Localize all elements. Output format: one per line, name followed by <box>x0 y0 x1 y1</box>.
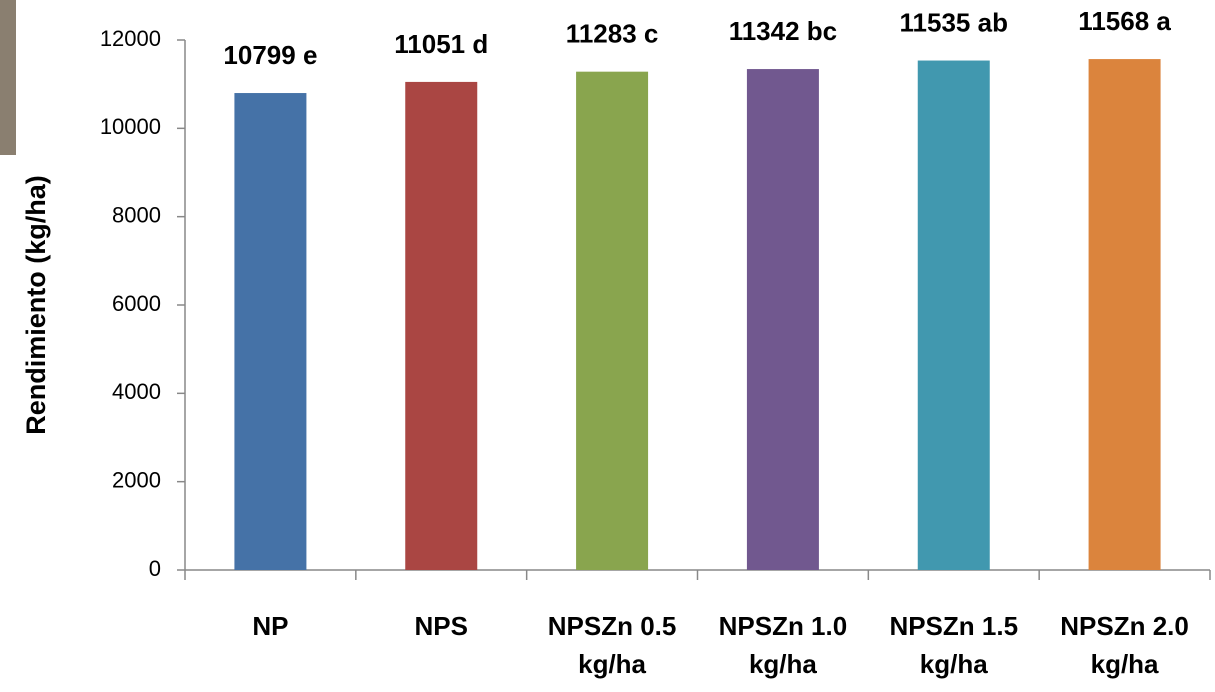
x-tick-label: NPSZn 1.5 kg/ha <box>868 607 1039 683</box>
value-label: 11535 ab <box>900 7 1008 37</box>
value-label: 11283 c <box>566 19 659 49</box>
photo-fragment <box>0 0 16 155</box>
y-axis-label: Rendimiento (kg/ha) <box>21 175 51 435</box>
bar <box>918 61 990 570</box>
y-tick-label: 6000 <box>112 291 161 316</box>
chart: Rendimiento (kg/ha) 0 2000 4000 6000 8000 100… <box>0 0 1215 692</box>
value-label: 11342 bc <box>729 16 837 46</box>
x-tick-label: NP <box>185 607 356 645</box>
y-tick-label: 4000 <box>112 379 161 404</box>
value-label: 10799 e <box>223 40 317 70</box>
value-label: 11568 a <box>1078 6 1171 36</box>
y-tick-label: 8000 <box>112 202 161 227</box>
chart-page: Rendimiento (kg/ha) 0 2000 4000 6000 8000 100… <box>0 0 1215 692</box>
bar <box>405 82 477 570</box>
y-tick-label: 10000 <box>100 114 161 139</box>
x-tick-label: NPSZn 1.0 kg/ha <box>698 607 869 683</box>
y-tick-label: 12000 <box>100 26 161 51</box>
bar <box>576 72 648 570</box>
bar <box>1089 59 1161 570</box>
y-tick-label: 2000 <box>112 467 161 492</box>
bar <box>234 93 306 570</box>
x-tick-label: NPSZn 0.5 kg/ha <box>527 607 698 683</box>
value-label: 11051 d <box>394 29 488 59</box>
y-tick-label: 0 <box>149 556 161 581</box>
bar <box>747 69 819 570</box>
x-tick-label: NPS <box>356 607 527 645</box>
x-tick-label: NPSZn 2.0 kg/ha <box>1039 607 1210 683</box>
